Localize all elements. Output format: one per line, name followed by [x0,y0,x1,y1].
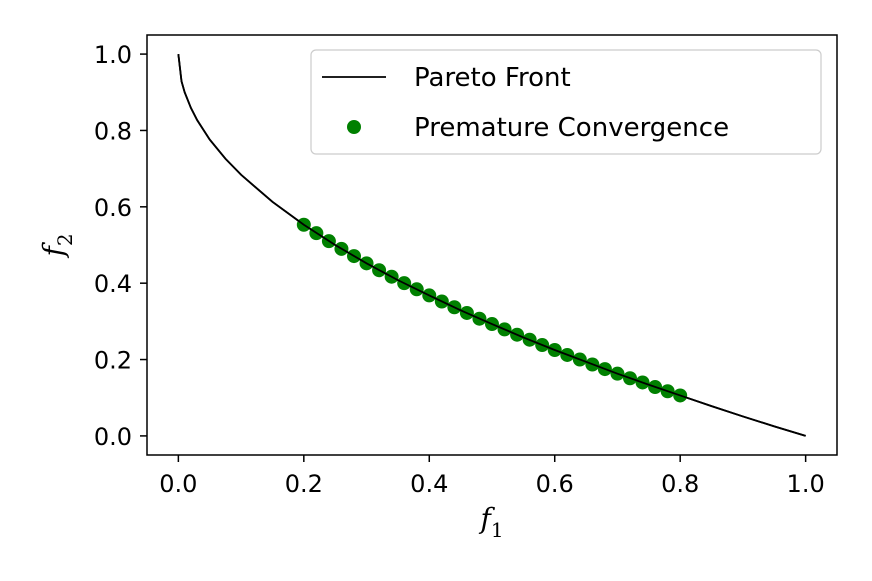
legend-marker-swatch [347,120,361,134]
x-axis: 0.0 0.2 0.4 0.6 0.8 1.0 [159,455,825,498]
y-tick-label: 0.8 [94,117,132,145]
legend: Pareto Front Premature Convergence [310,49,822,155]
y-axis: 0.0 0.2 0.4 0.6 0.8 1.0 [94,41,147,451]
x-tick-label: 1.0 [787,470,825,498]
legend-box [310,49,822,155]
plot-frame [146,34,838,456]
x-tick-label: 0.8 [661,470,699,498]
x-tick-label: 0.4 [410,470,448,498]
y-tick-label: 0.4 [94,270,132,298]
y-tick-label: 1.0 [94,41,132,69]
legend-label-premature-convergence: Premature Convergence [414,113,729,143]
legend-label-pareto-front: Pareto Front [414,63,571,93]
x-tick-label: 0.2 [285,470,323,498]
y-tick-label: 0.6 [94,194,132,222]
y-axis-label-subscript: 2 [53,233,77,246]
x-axis-label-subscript: 1 [491,518,504,542]
plot-area [177,53,806,437]
x-tick-label: 0.0 [159,470,197,498]
x-tick-label: 0.6 [536,470,574,498]
y-tick-label: 0.0 [94,423,132,451]
pareto-front-line-overlay [177,53,806,437]
y-tick-label: 0.2 [94,347,132,375]
